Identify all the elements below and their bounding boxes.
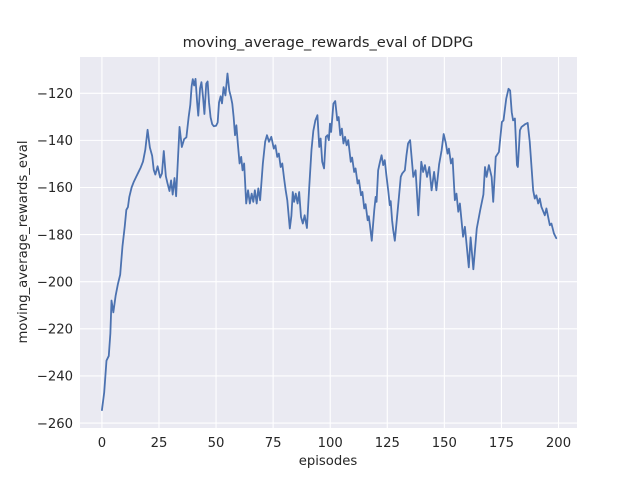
x-tick-label: 25 xyxy=(151,436,168,451)
x-tick-label: 100 xyxy=(318,436,343,451)
x-tick-label: 175 xyxy=(489,436,514,451)
tick-layer: 0 25 50 75 100 125 150 175 200 −120 −140 −160 −180 −2… xyxy=(37,87,571,451)
axes-background xyxy=(80,57,577,428)
x-tick-label: 75 xyxy=(265,436,282,451)
y-tick-label: −160 xyxy=(37,181,73,196)
y-tick-label: −200 xyxy=(37,275,73,290)
series-line xyxy=(101,72,558,412)
y-tick-label: −260 xyxy=(37,417,73,432)
y-tick-label: −220 xyxy=(37,323,73,338)
y-tick-label: −120 xyxy=(37,87,73,102)
y-axis-label: moving_average_rewards_eval xyxy=(16,140,31,343)
chart-title: moving_average_rewards_eval of DDPG xyxy=(183,34,474,51)
grid-layer xyxy=(80,57,577,428)
x-tick-label: 0 xyxy=(98,436,106,451)
x-axis-label: episodes xyxy=(299,454,358,469)
x-tick-label: 150 xyxy=(432,436,457,451)
series-layer xyxy=(101,72,558,412)
x-tick-label: 50 xyxy=(208,436,225,451)
x-tick-label: 125 xyxy=(375,436,400,451)
y-tick-label: −240 xyxy=(37,370,73,385)
x-tick-label: 200 xyxy=(546,436,571,451)
y-tick-label: −140 xyxy=(37,134,73,149)
y-tick-label: −180 xyxy=(37,228,73,243)
